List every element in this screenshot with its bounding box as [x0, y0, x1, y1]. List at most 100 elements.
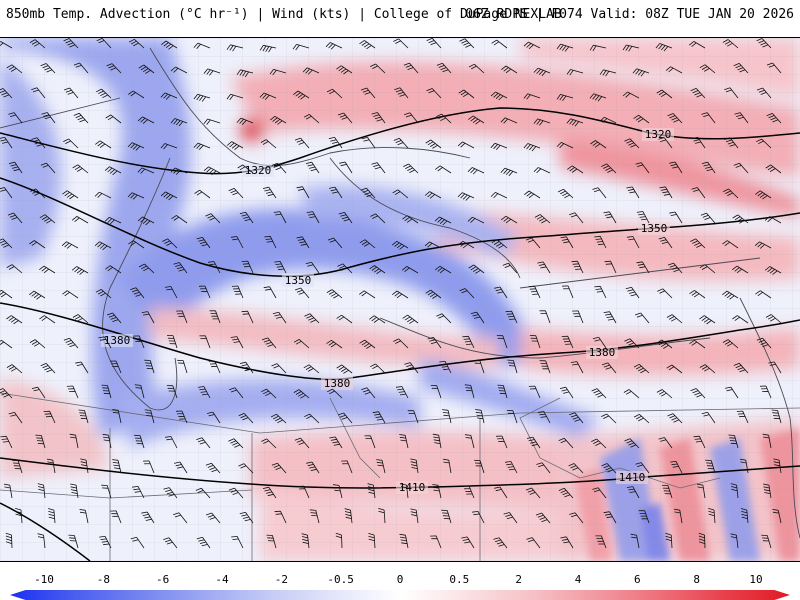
wind-barb: [272, 311, 287, 324]
advection-map[interactable]: 1320 1320 1350 1350 1380 1380 1380 1410 …: [0, 37, 800, 562]
wind-barb: [526, 537, 541, 549]
wind-barb: [372, 411, 386, 424]
wind-barb: [626, 186, 640, 199]
wind-barb: [569, 512, 584, 524]
wind-barb: [392, 189, 409, 199]
wind-barb: [41, 112, 56, 124]
wind-barb: [759, 385, 772, 399]
wind-barb: [534, 214, 551, 224]
wind-barb: [39, 315, 56, 324]
wind-barb: [404, 112, 419, 124]
wind-barb: [494, 486, 508, 499]
wind-barb: [339, 161, 353, 174]
wind-barb: [134, 384, 145, 399]
wind-barb: [399, 434, 409, 449]
wind-barb: [699, 264, 716, 274]
wind-barb: [341, 460, 353, 474]
wind-barb: [424, 241, 442, 249]
wind-barb: [166, 335, 178, 349]
wind-barb: [624, 338, 640, 349]
wind-barb: [261, 337, 277, 349]
contour-label: 1320: [645, 128, 672, 141]
colorbar-tick-label: -4: [215, 573, 229, 586]
wind-barb: [238, 413, 254, 424]
wind-barb: [491, 239, 508, 249]
contour-label: 1320: [245, 164, 272, 177]
wind-barb: [633, 114, 650, 124]
wind-barb: [141, 311, 155, 324]
colorbar-tick-label: 6: [634, 573, 641, 586]
wind-barb: [722, 39, 739, 49]
wind-barb: [441, 509, 452, 524]
wind-barb: [205, 512, 221, 524]
wind-barb: [599, 69, 617, 77]
wind-barb: [559, 386, 574, 399]
wind-barb: [558, 437, 574, 449]
wind-barb: [402, 215, 419, 224]
wind-barb: [461, 536, 475, 549]
east-coast: [739, 297, 800, 539]
wind-barb: [0, 238, 13, 249]
wind-barb: [633, 413, 650, 424]
wind-barb: [106, 63, 122, 74]
wind-barb: [590, 140, 607, 149]
wind-barb: [673, 508, 683, 524]
wind-barb: [426, 88, 442, 99]
wind-barb: [761, 534, 772, 549]
wind-barb: [226, 141, 244, 151]
wind-barb: [626, 236, 640, 249]
wind-barb: [271, 363, 287, 374]
wind-barb: [442, 458, 452, 474]
wind-barb: [239, 511, 254, 524]
wind-barb: [535, 512, 551, 524]
wind-barb: [635, 462, 650, 474]
wind-barb: [329, 436, 343, 449]
wind-barb: [705, 459, 716, 474]
wind-barb: [656, 389, 673, 399]
wind-barb: [369, 315, 386, 324]
wind-barb: [601, 163, 617, 174]
wind-barb: [110, 360, 122, 374]
wind-barb: [199, 335, 211, 349]
wind-barb: [490, 142, 508, 151]
wind-barb: [368, 533, 376, 549]
contour-label: 1410: [619, 471, 646, 484]
wind-barb: [730, 533, 739, 549]
wind-barb: [722, 240, 739, 249]
wind-barb: [15, 508, 23, 524]
wind-barb: [740, 508, 749, 524]
wind-barb: [371, 162, 386, 174]
wind-barb: [194, 189, 211, 199]
wind-barb: [137, 167, 155, 174]
wind-barb: [595, 535, 607, 549]
wind-barb: [3, 483, 13, 499]
wind-barb: [568, 463, 584, 474]
wind-barb: [528, 385, 541, 399]
wind-barb: [536, 462, 551, 474]
wind-barb: [472, 511, 485, 524]
wind-barb: [661, 485, 673, 499]
wind-barb: [468, 115, 485, 125]
wind-barb: [393, 38, 409, 49]
colorbar-tick-label: -0.5: [327, 573, 354, 586]
wind-barb: [701, 411, 716, 424]
wind-barb: [296, 186, 310, 199]
wind-barb: [696, 483, 706, 499]
wind-barb: [198, 285, 211, 299]
wind-barb: [755, 190, 772, 200]
wind-barb: [467, 216, 485, 224]
wind-barb: [94, 241, 112, 251]
wind-barb: [96, 88, 112, 99]
wind-barb: [494, 286, 508, 299]
wind-barb: [73, 62, 89, 74]
wind-barb: [500, 117, 518, 124]
contour-southwest: [0, 502, 91, 561]
wind-barb: [309, 509, 320, 524]
wind-barb: [98, 336, 112, 349]
wind-barb: [207, 261, 221, 274]
colorbar: -10 -8 -6 -4 -2 -0.5 0 0.5 2 4 6 8 10: [0, 562, 800, 600]
wind-barb: [665, 66, 683, 74]
wind-barb: [262, 486, 277, 499]
wind-barb: [667, 113, 683, 124]
wind-barb: [688, 41, 706, 49]
